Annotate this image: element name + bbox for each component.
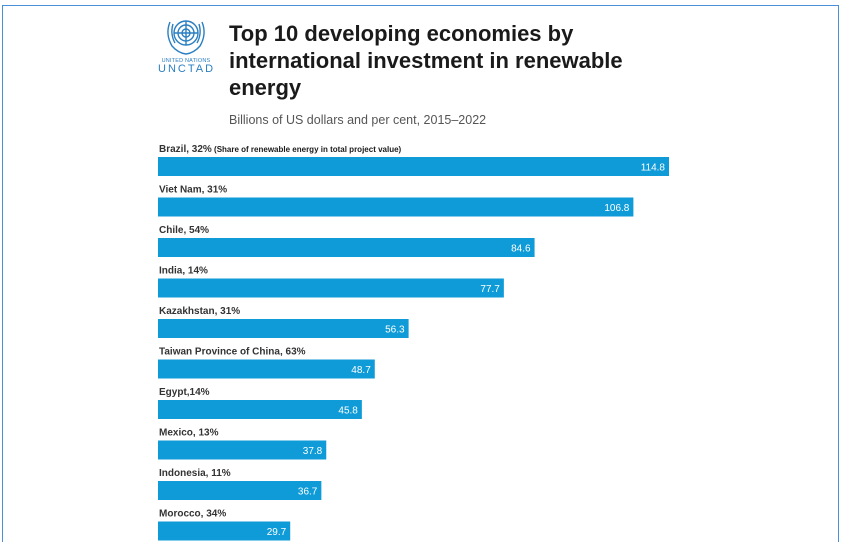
un-emblem-icon [167,20,205,55]
value-label: 29.7 [267,527,287,538]
bar [158,197,634,217]
value-label: 106.8 [604,203,629,214]
value-label: 56.3 [385,325,405,336]
chart-frame [2,5,839,542]
chart-subtitle: Billions of US dollars and per cent, 201… [229,113,487,127]
category-label: Taiwan Province of China, 63% [159,347,306,358]
value-label: 37.8 [303,446,323,457]
unctad-logo: UNITED NATIONS UNCTAD [158,14,214,75]
bar [158,400,362,419]
value-label: 84.6 [511,244,531,255]
value-label: 48.7 [351,365,371,376]
bar [158,238,535,257]
bar [158,440,327,460]
bar [158,521,291,541]
category-label: Egypt,14% [159,387,210,398]
category-label: Kazakhstan, 31% [159,306,240,317]
value-label: 77.7 [480,284,500,295]
category-label: India, 14% [159,266,208,277]
category-note: (Share of renewable energy in total proj… [212,145,402,154]
bar [158,481,322,500]
category-label: Morocco, 34% [159,509,226,520]
category-label: Indonesia, 11% [159,468,231,479]
category-label: Brazil, 32% (Share of renewable energy i… [159,144,402,155]
category-label: Chile, 54% [159,225,209,236]
bar [158,359,375,379]
chart-title: Top 10 developing economies by internati… [229,21,623,100]
value-label: 114.8 [641,163,666,174]
category-label: Mexico, 13% [159,428,219,439]
value-label: 36.7 [298,487,318,498]
logo-text-un: UNITED NATIONS [161,58,211,64]
category-label: Viet Nam, 31% [159,185,227,196]
logo-text-unctad: UNCTAD [158,63,216,75]
bar [158,157,669,176]
value-label: 45.8 [338,406,358,417]
bar [158,278,504,298]
bar [158,319,409,338]
